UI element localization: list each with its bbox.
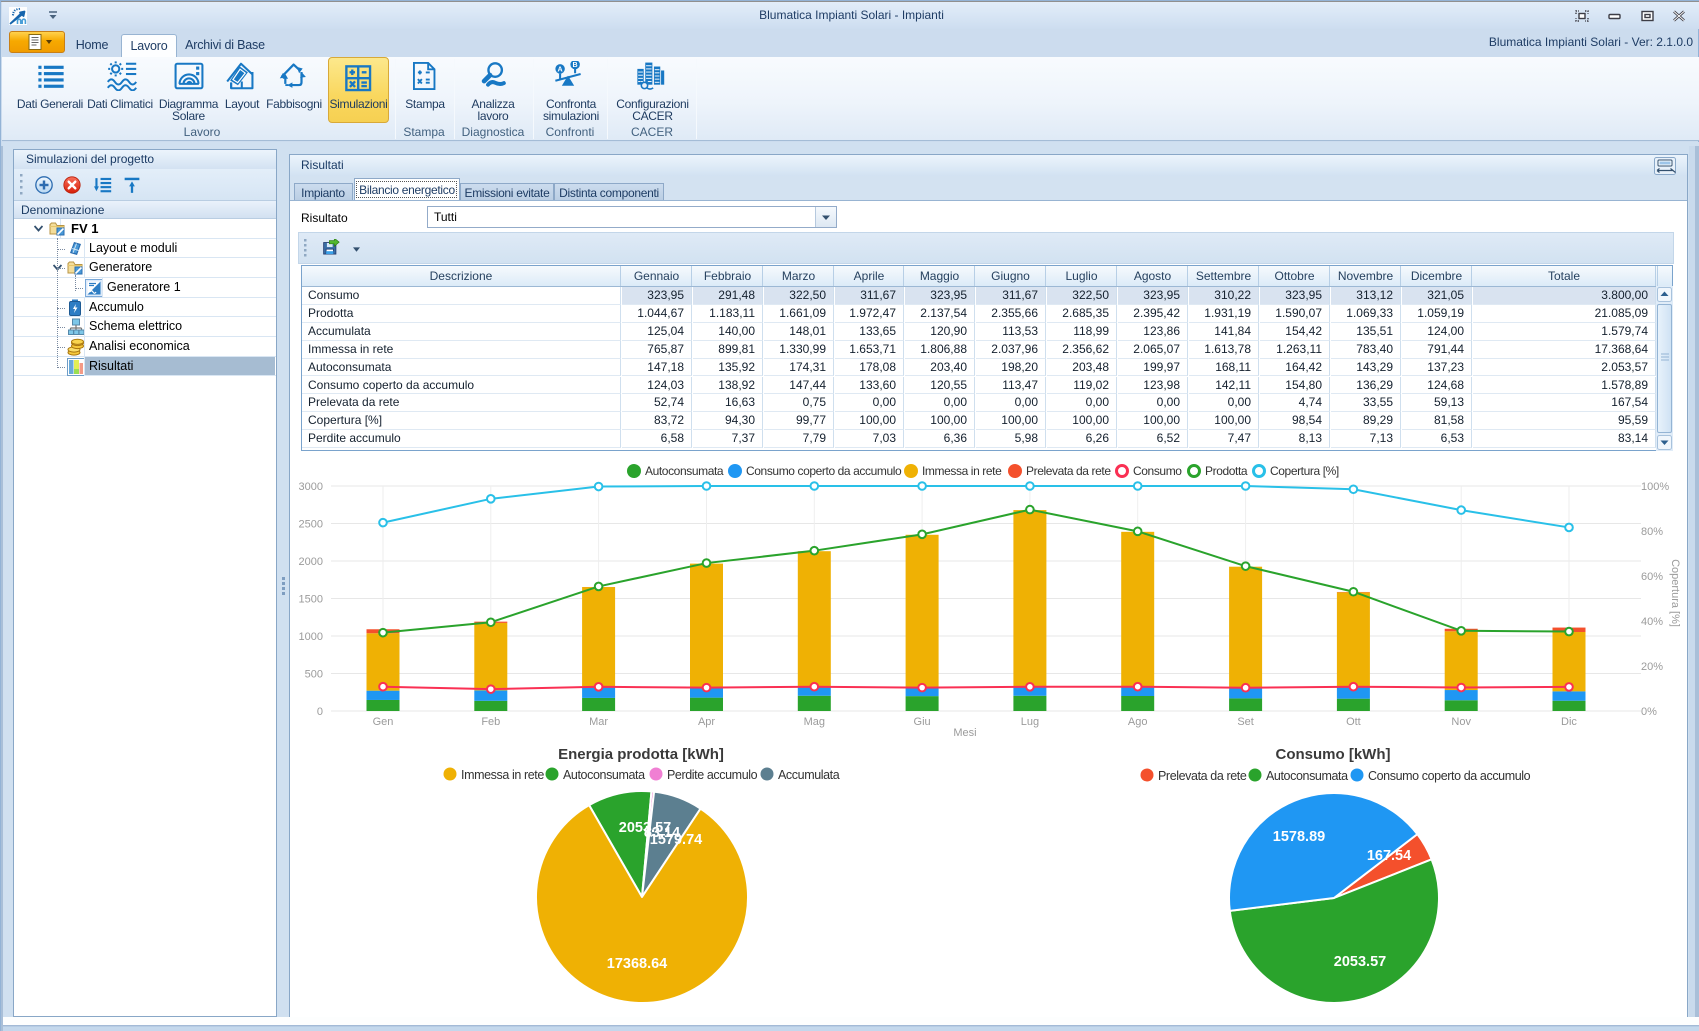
svg-text:Prelevata da rete: Prelevata da rete <box>1158 769 1247 783</box>
svg-text:Dic: Dic <box>1561 716 1577 728</box>
svg-text:Perdite accumulo: Perdite accumulo <box>667 768 758 782</box>
svg-text:500: 500 <box>305 669 323 681</box>
svg-text:Prodotta: Prodotta <box>1205 464 1248 478</box>
svg-text:80%: 80% <box>1641 526 1663 538</box>
svg-text:Consumo: Consumo <box>1133 464 1182 478</box>
svg-text:2053.57: 2053.57 <box>619 820 671 836</box>
svg-text:Autoconsumata: Autoconsumata <box>1266 769 1348 783</box>
svg-text:Gen: Gen <box>373 716 394 728</box>
svg-text:Ott: Ott <box>1346 716 1361 728</box>
svg-text:3000: 3000 <box>299 481 323 493</box>
svg-text:17368.64: 17368.64 <box>607 956 667 972</box>
svg-text:Consumo [kWh]: Consumo [kWh] <box>1276 746 1391 763</box>
svg-text:0: 0 <box>317 706 323 718</box>
svg-text:Energia prodotta [kWh]: Energia prodotta [kWh] <box>558 746 724 763</box>
svg-text:0%: 0% <box>1641 706 1657 718</box>
svg-text:Prelevata da rete: Prelevata da rete <box>1026 464 1111 478</box>
svg-text:1578.89: 1578.89 <box>1273 829 1325 845</box>
svg-text:20%: 20% <box>1641 661 1663 673</box>
svg-text:Giu: Giu <box>914 716 931 728</box>
svg-text:83.14: 83.14 <box>644 825 680 841</box>
svg-text:2053.57: 2053.57 <box>1334 954 1386 970</box>
svg-text:167.54: 167.54 <box>1367 848 1411 864</box>
svg-text:Autoconsumata: Autoconsumata <box>563 768 645 782</box>
svg-text:2500: 2500 <box>299 519 323 531</box>
svg-text:Lug: Lug <box>1021 716 1039 728</box>
svg-text:100%: 100% <box>1641 481 1669 493</box>
svg-text:Autoconsumata: Autoconsumata <box>645 464 724 478</box>
svg-text:Apr: Apr <box>698 716 715 728</box>
svg-text:Mesi: Mesi <box>953 727 976 739</box>
svg-text:A: A <box>558 65 563 73</box>
svg-text:40%: 40% <box>1641 616 1663 628</box>
svg-text:Consumo coperto da accumulo: Consumo coperto da accumulo <box>746 464 902 478</box>
svg-text:Consumo coperto da accumulo: Consumo coperto da accumulo <box>1368 769 1531 783</box>
svg-text:Mag: Mag <box>804 716 825 728</box>
svg-text:1000: 1000 <box>299 631 323 643</box>
svg-text:60%: 60% <box>1641 571 1663 583</box>
svg-text:1500: 1500 <box>299 594 323 606</box>
svg-text:Immessa in rete: Immessa in rete <box>461 768 544 782</box>
svg-text:Set: Set <box>1237 716 1254 728</box>
svg-text:Copertura [%]: Copertura [%] <box>1270 464 1339 478</box>
svg-text:1579.74: 1579.74 <box>650 832 702 848</box>
svg-text:2000: 2000 <box>299 556 323 568</box>
svg-text:Accumulata: Accumulata <box>778 768 840 782</box>
svg-text:Ago: Ago <box>1128 716 1148 728</box>
svg-text:Immessa in rete: Immessa in rete <box>922 464 1002 478</box>
svg-text:Nov: Nov <box>1451 716 1471 728</box>
svg-text:Mar: Mar <box>589 716 608 728</box>
svg-text:Feb: Feb <box>481 716 500 728</box>
svg-text:B: B <box>573 61 578 69</box>
svg-text:Copertura [%]: Copertura [%] <box>1669 559 1681 627</box>
